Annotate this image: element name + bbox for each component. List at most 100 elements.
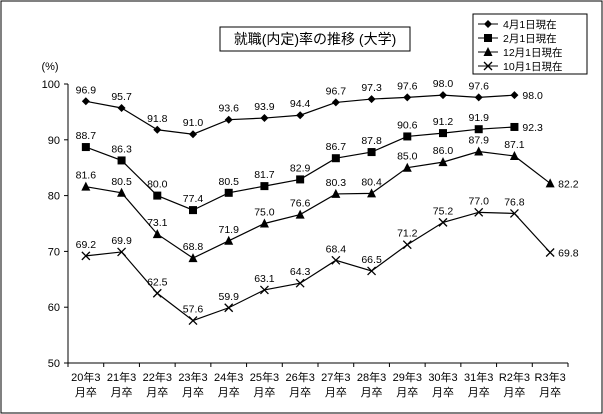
- data-label: 87.1: [504, 139, 525, 151]
- data-label: 91.2: [433, 116, 454, 128]
- data-label: 76.6: [290, 198, 311, 210]
- series-line-x: [85, 211, 551, 322]
- data-label: 63.1: [254, 273, 275, 285]
- chart-title: 就職(内定)率の推移 (大学): [234, 31, 397, 47]
- point-triangle: [295, 209, 305, 219]
- x-tick-label: R3年3 月卒: [535, 370, 566, 399]
- point-square: [296, 175, 305, 184]
- point-x: [117, 247, 127, 257]
- data-label: 64.3: [290, 266, 311, 278]
- legend-marker-square: [484, 34, 492, 42]
- data-label: 80.5: [111, 176, 132, 188]
- point-triangle: [152, 229, 162, 239]
- data-label: 76.8: [504, 196, 525, 208]
- data-label: 88.7: [76, 130, 97, 142]
- x-tick-label: 31年3 月卒: [464, 370, 493, 399]
- x-tick-label: 28年3 月卒: [357, 370, 386, 399]
- point-diamond: [296, 111, 305, 120]
- series-line-triangle: [85, 150, 551, 259]
- data-label: 57.6: [183, 304, 204, 316]
- y-tick-label: 70: [48, 246, 60, 258]
- point-diamond: [474, 93, 483, 102]
- series-markers: [81, 91, 555, 326]
- point-square: [260, 182, 269, 191]
- data-label: 91.0: [183, 117, 204, 129]
- point-square: [510, 122, 519, 131]
- x-tick-label: 27年3 月卒: [321, 370, 350, 399]
- point-triangle: [438, 157, 448, 167]
- point-x: [224, 303, 234, 313]
- point-square: [439, 129, 447, 138]
- data-label: 93.9: [254, 101, 275, 113]
- legend-marker-triangle: [483, 47, 493, 56]
- data-label: 86.7: [326, 141, 347, 153]
- data-label: 68.8: [183, 241, 204, 253]
- x-tick-label: 25年3 月卒: [250, 370, 279, 399]
- data-label: 81.7: [254, 169, 275, 181]
- x-tick-label: 26年3 月卒: [285, 370, 314, 399]
- data-label: 80.3: [326, 177, 347, 189]
- data-label: 86.3: [111, 143, 132, 155]
- legend-marker-x: [483, 61, 493, 71]
- data-label: 75.2: [433, 205, 454, 217]
- data-label: 96.7: [326, 85, 347, 97]
- point-square: [331, 154, 340, 163]
- point-diamond: [439, 91, 447, 100]
- data-label: 66.5: [361, 254, 382, 266]
- y-tick-label: 80: [48, 191, 60, 203]
- data-label: 81.6: [76, 170, 97, 182]
- data-label: 96.9: [76, 84, 97, 96]
- point-square: [367, 148, 376, 157]
- point-diamond: [510, 91, 519, 100]
- point-square: [117, 156, 126, 165]
- point-x: [474, 207, 484, 217]
- point-triangle: [402, 162, 412, 172]
- y-tick-label: 60: [48, 302, 60, 314]
- point-diamond: [260, 114, 269, 123]
- data-label: 77.4: [183, 193, 204, 205]
- point-diamond: [331, 98, 340, 107]
- y-tick-label: 50: [48, 358, 60, 370]
- x-tick-label: 23年3 月卒: [178, 370, 207, 399]
- legend-label: 2月1日現在: [503, 33, 557, 45]
- point-x: [545, 248, 555, 257]
- data-label: 94.4: [290, 98, 311, 110]
- point-triangle: [509, 150, 519, 160]
- legend: 4月1日現在 2月1日現在 12月1日現在 10月1日現在: [478, 19, 563, 73]
- point-square: [474, 125, 483, 134]
- point-diamond: [403, 93, 412, 102]
- data-label: 71.9: [218, 224, 239, 236]
- data-label: 62.5: [147, 276, 168, 288]
- point-diamond: [224, 115, 233, 124]
- y-axis-label: (%): [41, 61, 58, 73]
- data-label: 91.8: [147, 113, 168, 125]
- point-triangle: [224, 235, 234, 245]
- point-triangle: [545, 178, 555, 188]
- data-label: 80.4: [361, 176, 382, 188]
- point-triangle: [259, 218, 269, 228]
- point-x: [367, 266, 377, 276]
- point-x: [402, 240, 412, 250]
- data-label: 77.0: [468, 195, 489, 207]
- y-tick-label: 100: [42, 79, 60, 91]
- point-triangle: [81, 181, 91, 191]
- data-label: 98.0: [433, 78, 454, 90]
- data-label: 71.2: [397, 228, 418, 240]
- x-tick-label: 20年3 月卒: [71, 370, 100, 399]
- data-label: 69.9: [111, 235, 132, 247]
- point-square: [153, 191, 162, 200]
- data-label: 92.3: [522, 122, 543, 134]
- point-square: [81, 143, 90, 152]
- legend-marker-diamond: [484, 20, 492, 28]
- point-diamond: [189, 130, 197, 139]
- point-diamond: [367, 95, 376, 104]
- x-tick-label: R2年3 月卒: [499, 370, 530, 399]
- data-label: 73.1: [147, 217, 168, 229]
- data-label: 68.4: [326, 243, 347, 255]
- y-ticks: 50 60 70 80 90 100: [42, 79, 68, 370]
- point-triangle: [117, 187, 127, 197]
- point-square: [224, 188, 233, 197]
- data-labels: 96.9 95.7 91.8 91.0 93.6 93.9 94.4 96.7 97.3 97.6…: [76, 78, 579, 315]
